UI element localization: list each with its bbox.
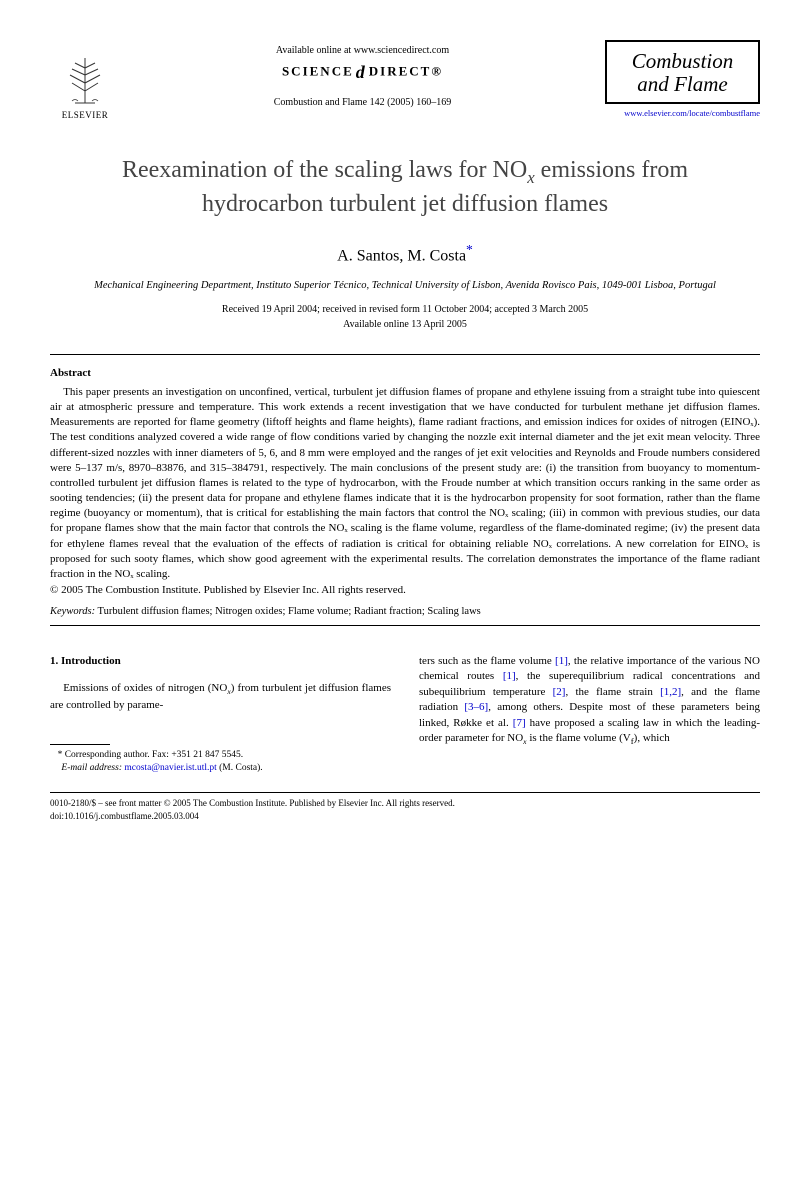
footnote-email-label: E-mail address: — [61, 763, 122, 773]
c2-t1: ters such as the flame volume — [419, 655, 555, 667]
footnote-email-who: (M. Costa). — [217, 763, 263, 773]
journal-title-l2: and Flame — [637, 72, 727, 96]
publisher-logo: ELSEVIER — [50, 40, 120, 120]
citation-line: Combustion and Flame 142 (2005) 160–169 — [120, 97, 605, 108]
journal-box: Combustion and Flame — [605, 40, 760, 104]
col1-pre: Emissions of oxides of nitrogen (NO — [63, 682, 227, 694]
footer-meta: 0010-2180/$ – see front matter © 2005 Th… — [50, 797, 760, 822]
divider-bottom — [50, 625, 760, 626]
ref-1[interactable]: [1] — [555, 655, 568, 667]
footer-doi: doi:10.1016/j.combustflame.2005.03.004 — [50, 810, 760, 823]
footnote-email[interactable]: mcosta@navier.ist.utl.pt — [124, 763, 216, 773]
paper-title: Reexamination of the scaling laws for NO… — [50, 155, 760, 220]
journal-url[interactable]: www.elsevier.com/locate/combustflame — [605, 108, 760, 118]
footnote-email-line: E-mail address: mcosta@navier.ist.utl.pt… — [50, 762, 391, 775]
section-1-heading: 1. Introduction — [50, 654, 391, 669]
title-block: Reexamination of the scaling laws for NO… — [50, 155, 760, 220]
keywords-text: Turbulent diffusion flames; Nitrogen oxi… — [95, 606, 481, 617]
intro-col-right: ters such as the flame volume [1], the r… — [419, 654, 760, 774]
ref-36[interactable]: [3–6] — [464, 701, 488, 713]
keywords-label: Keywords: — [50, 606, 95, 617]
sd-pre: SCIENCE — [282, 63, 354, 78]
divider-top — [50, 354, 760, 355]
ref-12[interactable]: [1,2] — [660, 686, 681, 698]
authors-names: A. Santos, M. Costa — [337, 247, 466, 264]
intro-col1-text: Emissions of oxides of nitrogen (NOx) fr… — [50, 681, 391, 713]
corresponding-mark: * — [466, 242, 473, 257]
intro-col2-text: ters such as the flame volume [1], the r… — [419, 654, 760, 748]
abstract-copyright: © 2005 The Combustion Institute. Publish… — [50, 584, 760, 596]
intro-col-left: 1. Introduction Emissions of oxides of n… — [50, 654, 391, 774]
footnote-corr: * Corresponding author. Fax: +351 21 847… — [50, 749, 391, 762]
ref-2[interactable]: [2] — [553, 686, 566, 698]
sd-post: DIRECT® — [369, 63, 443, 78]
abstract-text: This paper presents an investigation on … — [50, 385, 760, 582]
c2-t8: is the flame volume (V — [527, 732, 631, 744]
ref-1b[interactable]: [1] — [503, 670, 516, 682]
title-l1-pre: Reexamination of the scaling laws for NO — [122, 157, 527, 183]
c2-t9: ), which — [634, 732, 670, 744]
authors-line: A. Santos, M. Costa* — [50, 242, 760, 265]
title-l1-post: emissions from — [535, 157, 688, 183]
footnote-rule — [50, 744, 110, 745]
footer-line1: 0010-2180/$ – see front matter © 2005 Th… — [50, 797, 760, 810]
title-sub-x: x — [527, 168, 534, 187]
title-l2: hydrocarbon turbulent jet diffusion flam… — [202, 191, 608, 217]
intro-section: 1. Introduction Emissions of oxides of n… — [50, 654, 760, 774]
c2-t4: , the flame strain — [565, 686, 660, 698]
science-direct-logo: SCIENCEdDIRECT® — [120, 62, 605, 83]
footer-rule — [50, 792, 760, 793]
ref-7[interactable]: [7] — [513, 717, 526, 729]
header-row: ELSEVIER Available online at www.science… — [50, 40, 760, 120]
sd-d-icon: d — [356, 62, 367, 83]
journal-title: Combustion and Flame — [619, 50, 746, 96]
publisher-name: ELSEVIER — [62, 110, 109, 120]
keywords-row: Keywords: Turbulent diffusion flames; Ni… — [50, 606, 760, 617]
abstract-heading: Abstract — [50, 367, 760, 379]
journal-box-wrap: Combustion and Flame www.elsevier.com/lo… — [605, 40, 760, 118]
journal-title-l1: Combustion — [632, 49, 734, 73]
center-header: Available online at www.sciencedirect.co… — [120, 40, 605, 108]
affiliation: Mechanical Engineering Department, Insti… — [50, 279, 760, 294]
available-online-text: Available online at www.sciencedirect.co… — [120, 45, 605, 56]
elsevier-tree-icon — [60, 53, 110, 108]
received-dates: Received 19 April 2004; received in revi… — [50, 304, 760, 315]
online-date: Available online 13 April 2005 — [50, 319, 760, 330]
